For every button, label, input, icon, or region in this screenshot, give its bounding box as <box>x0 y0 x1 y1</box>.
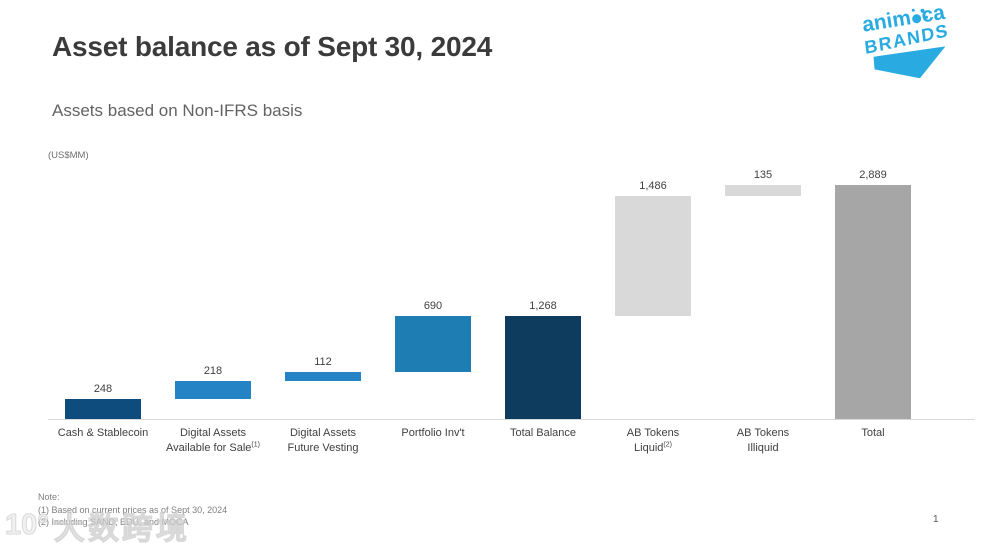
waterfall-bar <box>175 381 251 399</box>
page-title: Asset balance as of Sept 30, 2024 <box>52 31 493 62</box>
category-label: AB Tokens Illiquid <box>736 427 790 455</box>
bar-value-label: 2,889 <box>859 169 887 181</box>
category-label: Digital Assets Future Vesting <box>287 427 359 455</box>
category-label: Digital Assets Available for Sale(1) <box>166 427 260 455</box>
footnote-2: (2) Including SAND, EDU, and MOCA <box>38 517 189 528</box>
waterfall-bar <box>285 372 361 382</box>
bar-value-label: 218 <box>203 365 223 378</box>
category-label: AB Tokens Liquid(2) <box>626 427 680 455</box>
waterfall-bar <box>505 316 581 419</box>
waterfall-bar <box>615 195 691 317</box>
category-label: Cash & Stablecoin <box>57 427 149 439</box>
waterfall-bar <box>835 185 911 419</box>
bar-value-label: 690 <box>423 300 443 313</box>
waterfall-bar <box>395 316 471 373</box>
animoca-brands-logo: anim ca BRANDS <box>850 1 965 96</box>
category-label: Total Balance <box>509 427 577 439</box>
footnotes: Note: (1) Based on current prices as of … <box>38 491 227 529</box>
x-axis-line <box>48 419 975 420</box>
units-label: (US$MM) <box>48 150 89 161</box>
bar-value-label: 135 <box>753 169 773 181</box>
bar-value-label: 112 <box>314 356 332 369</box>
category-label: Total <box>861 427 885 439</box>
waterfall-chart: 248 218 112 690 1,268 1,486 135 2,889 Cash & St… <box>48 170 928 468</box>
bar-value-label: 1,268 <box>529 300 557 313</box>
slide-subtitle: Assets based on Non-IFRS basis <box>52 101 303 120</box>
bar-value-label: 248 <box>93 382 113 395</box>
logo-inner: anim ca BRANDS <box>845 0 970 89</box>
chart-categories: Cash & Stablecoin Digital Assets Available… <box>48 426 928 468</box>
page-number: 1 <box>933 514 939 525</box>
paint-splat-icon <box>911 13 922 24</box>
footnote-heading: Note: <box>38 492 60 502</box>
footnote-1: (1) Based on current prices as of Sept 3… <box>38 504 228 515</box>
waterfall-bar <box>65 398 141 419</box>
chart-plot: 248 218 112 690 1,268 1,486 135 2,889 <box>48 170 928 419</box>
bar-value-label: 1,486 <box>639 179 667 192</box>
category-label: Portfolio Inv't <box>401 427 465 439</box>
waterfall-bar <box>725 185 801 196</box>
